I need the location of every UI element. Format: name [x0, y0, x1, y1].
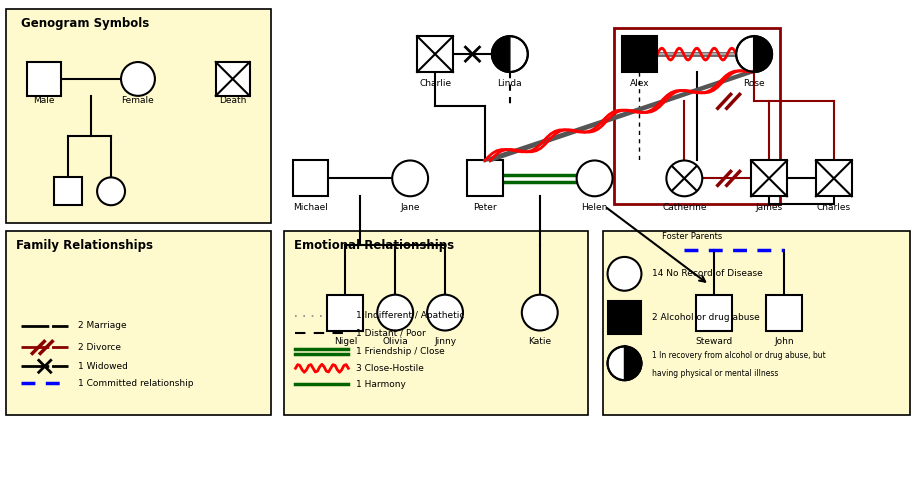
Bar — [613, 28, 780, 204]
Text: Olivia: Olivia — [382, 338, 408, 346]
Ellipse shape — [378, 295, 414, 330]
Bar — [216, 62, 250, 96]
Text: Male: Male — [33, 96, 55, 105]
Text: Michael: Michael — [293, 203, 328, 212]
Text: 1 Friendship / Close: 1 Friendship / Close — [356, 347, 445, 356]
Ellipse shape — [522, 295, 558, 330]
Text: Rose: Rose — [743, 79, 765, 88]
Bar — [816, 161, 852, 196]
Ellipse shape — [121, 62, 155, 96]
Bar — [752, 161, 787, 196]
Wedge shape — [624, 346, 641, 380]
Text: 14 No Record of Disease: 14 No Record of Disease — [652, 269, 764, 278]
Ellipse shape — [736, 36, 772, 72]
Bar — [766, 295, 802, 330]
Text: 2 Alcohol or drug abuse: 2 Alcohol or drug abuse — [652, 313, 760, 322]
Bar — [327, 295, 363, 330]
Ellipse shape — [392, 161, 428, 196]
Text: 1 Committed relationship: 1 Committed relationship — [78, 379, 193, 387]
FancyBboxPatch shape — [284, 231, 588, 415]
Text: Charles: Charles — [817, 203, 851, 212]
Text: 1 Indifferent / Apathetic: 1 Indifferent / Apathetic — [356, 311, 465, 320]
Bar — [467, 161, 503, 196]
Text: Female: Female — [122, 96, 155, 105]
Text: 1 Harmony: 1 Harmony — [356, 380, 406, 389]
Text: Katie: Katie — [529, 338, 552, 346]
Bar — [622, 36, 658, 72]
Wedge shape — [754, 36, 772, 72]
Bar — [293, 161, 329, 196]
Ellipse shape — [577, 161, 612, 196]
Text: Catherine: Catherine — [662, 203, 706, 212]
Bar — [608, 301, 641, 334]
Text: Charlie: Charlie — [419, 79, 451, 88]
Ellipse shape — [608, 257, 641, 291]
Ellipse shape — [667, 161, 703, 196]
Text: having physical or mental illness: having physical or mental illness — [652, 369, 779, 378]
Ellipse shape — [427, 295, 463, 330]
Text: 1 In recovery from alcohol or drug abuse, but: 1 In recovery from alcohol or drug abuse… — [652, 351, 826, 360]
FancyBboxPatch shape — [602, 231, 910, 415]
Text: 2 Divorce: 2 Divorce — [78, 343, 122, 352]
Ellipse shape — [608, 346, 641, 380]
Text: Linda: Linda — [497, 79, 522, 88]
Text: Alex: Alex — [630, 79, 649, 88]
Text: John: John — [775, 338, 794, 346]
Text: Jane: Jane — [401, 203, 420, 212]
Text: Peter: Peter — [473, 203, 496, 212]
Text: Helen: Helen — [581, 203, 608, 212]
Text: 3 Close-Hostile: 3 Close-Hostile — [356, 364, 425, 373]
Text: James: James — [755, 203, 783, 212]
Ellipse shape — [492, 36, 528, 72]
Text: Family Relationships: Family Relationships — [17, 239, 153, 252]
Text: Genogram Symbols: Genogram Symbols — [21, 17, 149, 30]
Text: Death: Death — [219, 96, 247, 105]
Ellipse shape — [97, 177, 125, 205]
Text: Emotional Relationships: Emotional Relationships — [294, 239, 454, 252]
FancyBboxPatch shape — [6, 231, 271, 415]
Bar — [417, 36, 453, 72]
FancyBboxPatch shape — [6, 9, 271, 223]
Text: Jinny: Jinny — [434, 338, 456, 346]
Bar — [28, 62, 61, 96]
Text: 2 Marriage: 2 Marriage — [78, 321, 127, 330]
Text: Nigel: Nigel — [333, 338, 357, 346]
Text: 1 Distant / Poor: 1 Distant / Poor — [356, 329, 426, 338]
Text: Foster Parents: Foster Parents — [662, 231, 722, 241]
Wedge shape — [492, 36, 510, 72]
Bar — [54, 177, 82, 205]
Text: Steward: Steward — [695, 338, 733, 346]
Bar — [696, 295, 732, 330]
Text: 1 Widowed: 1 Widowed — [78, 362, 128, 371]
